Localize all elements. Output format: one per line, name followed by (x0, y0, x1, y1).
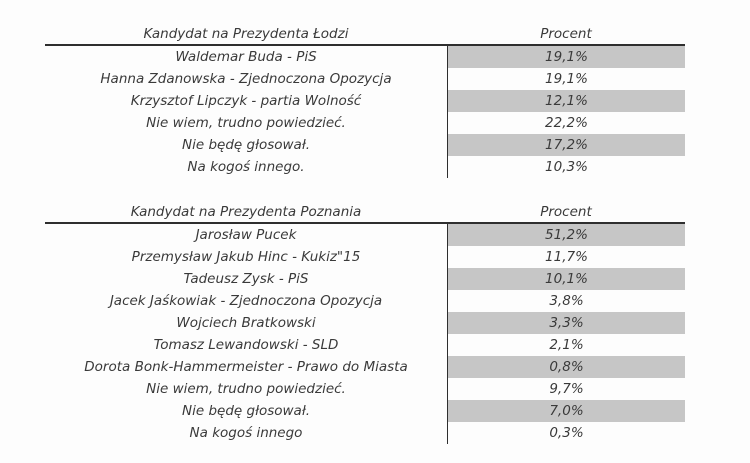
lodz-poll-table: Kandydat na Prezydenta Łodzi Procent Wal… (45, 25, 685, 178)
table-row: Nie będę głosował. 17,2% (45, 134, 685, 156)
percent-cell: 17,2% (447, 134, 685, 156)
table-row: Przemysław Jakub Hinc - Kukiz"15 11,7% (45, 246, 685, 268)
table-row: Nie wiem, trudno powiedzieć. 9,7% (45, 378, 685, 400)
candidate-cell: Tadeusz Zysk - PiS (183, 271, 309, 287)
percent-cell: 7,0% (447, 400, 685, 422)
percent-cell: 19,1% (447, 46, 685, 68)
percent-cell: 10,1% (447, 268, 685, 290)
poznan-poll-table: Kandydat na Prezydenta Poznania Procent … (45, 203, 685, 444)
table-row: Na kogoś innego 0,3% (45, 422, 685, 444)
table-row: Dorota Bonk-Hammermeister - Prawo do Mia… (45, 356, 685, 378)
percent-cell: 3,8% (447, 290, 685, 312)
table-header-row: Kandydat na Prezydenta Poznania Procent (45, 203, 685, 224)
table-body: Waldemar Buda - PiS 19,1% Hanna Zdanowska … (45, 46, 685, 178)
percent-cell: 22,2% (447, 112, 685, 134)
table-row: Jarosław Pucek 51,2% (45, 224, 685, 246)
candidate-cell: Dorota Bonk-Hammermeister - Prawo do Mia… (84, 359, 408, 375)
candidate-column-header: Kandydat na Prezydenta Poznania (130, 204, 362, 220)
candidate-cell: Jarosław Pucek (195, 227, 297, 243)
candidate-cell: Na kogoś innego. (187, 159, 305, 175)
candidate-cell: Jacek Jaśkowiak - Zjednoczona Opozycja (109, 293, 383, 309)
percent-cell: 51,2% (447, 224, 685, 246)
table-header-row: Kandydat na Prezydenta Łodzi Procent (45, 25, 685, 46)
percent-cell: 0,3% (447, 422, 685, 444)
table-row: Tadeusz Zysk - PiS 10,1% (45, 268, 685, 290)
table-row: Jacek Jaśkowiak - Zjednoczona Opozycja 3,… (45, 290, 685, 312)
table-body: Jarosław Pucek 51,2% Przemysław Jakub Hinc… (45, 224, 685, 444)
candidate-cell: Na kogoś innego (189, 425, 303, 441)
candidate-column-header: Kandydat na Prezydenta Łodzi (143, 26, 349, 42)
percent-cell: 9,7% (447, 378, 685, 400)
candidate-cell: Przemysław Jakub Hinc - Kukiz"15 (131, 249, 361, 265)
percent-column-header: Procent (540, 204, 592, 220)
table-row: Na kogoś innego. 10,3% (45, 156, 685, 178)
percent-cell: 2,1% (447, 334, 685, 356)
candidate-cell: Tomasz Lewandowski - SLD (153, 337, 339, 353)
table-row: Nie wiem, trudno powiedzieć. 22,2% (45, 112, 685, 134)
candidate-cell: Nie wiem, trudno powiedzieć. (146, 115, 346, 131)
table-row: Krzysztof Lipczyk - partia Wolność 12,1% (45, 90, 685, 112)
table-row: Wojciech Bratkowski 3,3% (45, 312, 685, 334)
percent-cell: 10,3% (447, 156, 685, 178)
candidate-cell: Nie będę głosował. (182, 137, 310, 153)
candidate-cell: Hanna Zdanowska - Zjednoczona Opozycja (100, 71, 392, 87)
table-row: Waldemar Buda - PiS 19,1% (45, 46, 685, 68)
percent-cell: 19,1% (447, 68, 685, 90)
candidate-cell: Krzysztof Lipczyk - partia Wolność (130, 93, 362, 109)
candidate-cell: Waldemar Buda - PiS (175, 49, 317, 65)
percent-cell: 11,7% (447, 246, 685, 268)
percent-column-header: Procent (540, 26, 592, 42)
candidate-cell: Wojciech Bratkowski (176, 315, 316, 331)
candidate-cell: Nie będę głosował. (182, 403, 310, 419)
percent-cell: 12,1% (447, 90, 685, 112)
table-row: Tomasz Lewandowski - SLD 2,1% (45, 334, 685, 356)
table-row: Hanna Zdanowska - Zjednoczona Opozycja 19… (45, 68, 685, 90)
candidate-cell: Nie wiem, trudno powiedzieć. (146, 381, 346, 397)
percent-cell: 3,3% (447, 312, 685, 334)
percent-cell: 0,8% (447, 356, 685, 378)
table-row: Nie będę głosował. 7,0% (45, 400, 685, 422)
